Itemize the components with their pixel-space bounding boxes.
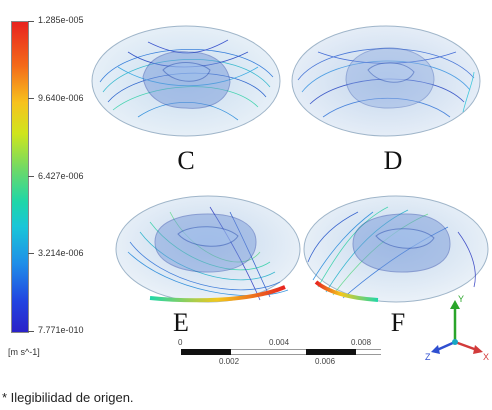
colorbar-label-max: 1.285e-005 [38, 15, 84, 25]
panel-label-e: E [173, 308, 189, 337]
scale-label-bottom: 0.006 [315, 357, 336, 366]
scale-label-top: 0.008 [351, 338, 372, 347]
length-scale-bar: 0 0.004 0.008 0.002 0.006 [178, 338, 381, 366]
axis-triad: Y X Z [425, 294, 489, 362]
scale-label-bottom: 0.002 [219, 357, 240, 366]
axis-z-label: Z [425, 352, 431, 362]
panel-label-f: F [390, 308, 406, 337]
colorbar-tick [28, 176, 34, 177]
colorbar-label: 3.214e-006 [38, 248, 84, 258]
scale-label-top: 0 [178, 338, 183, 347]
panel-e-streamlines [115, 195, 301, 303]
colorbar-label: 6.427e-006 [38, 171, 84, 181]
colorbar-units: [m s^-1] [8, 347, 40, 357]
panel-d-streamlines [291, 25, 481, 137]
colorbar-label: 9.640e-006 [38, 93, 84, 103]
colorbar-label-min: 7.771e-010 [38, 325, 84, 335]
panel-f-streamlines [303, 195, 489, 303]
colorbar-tick [28, 21, 34, 22]
panel-c-streamlines [91, 25, 281, 137]
colorbar-tick [28, 253, 34, 254]
panel-label-d: D [383, 146, 403, 175]
footnote: * Ilegibilidad de origen. [2, 390, 134, 405]
colorbar-tick [28, 331, 34, 332]
axis-x-label: X [483, 352, 489, 362]
scale-label-top: 0.004 [269, 338, 290, 347]
axis-y-label: Y [458, 294, 464, 304]
colorbar-tick [28, 98, 34, 99]
velocity-colorbar [11, 21, 29, 333]
panel-label-c: C [177, 146, 195, 175]
